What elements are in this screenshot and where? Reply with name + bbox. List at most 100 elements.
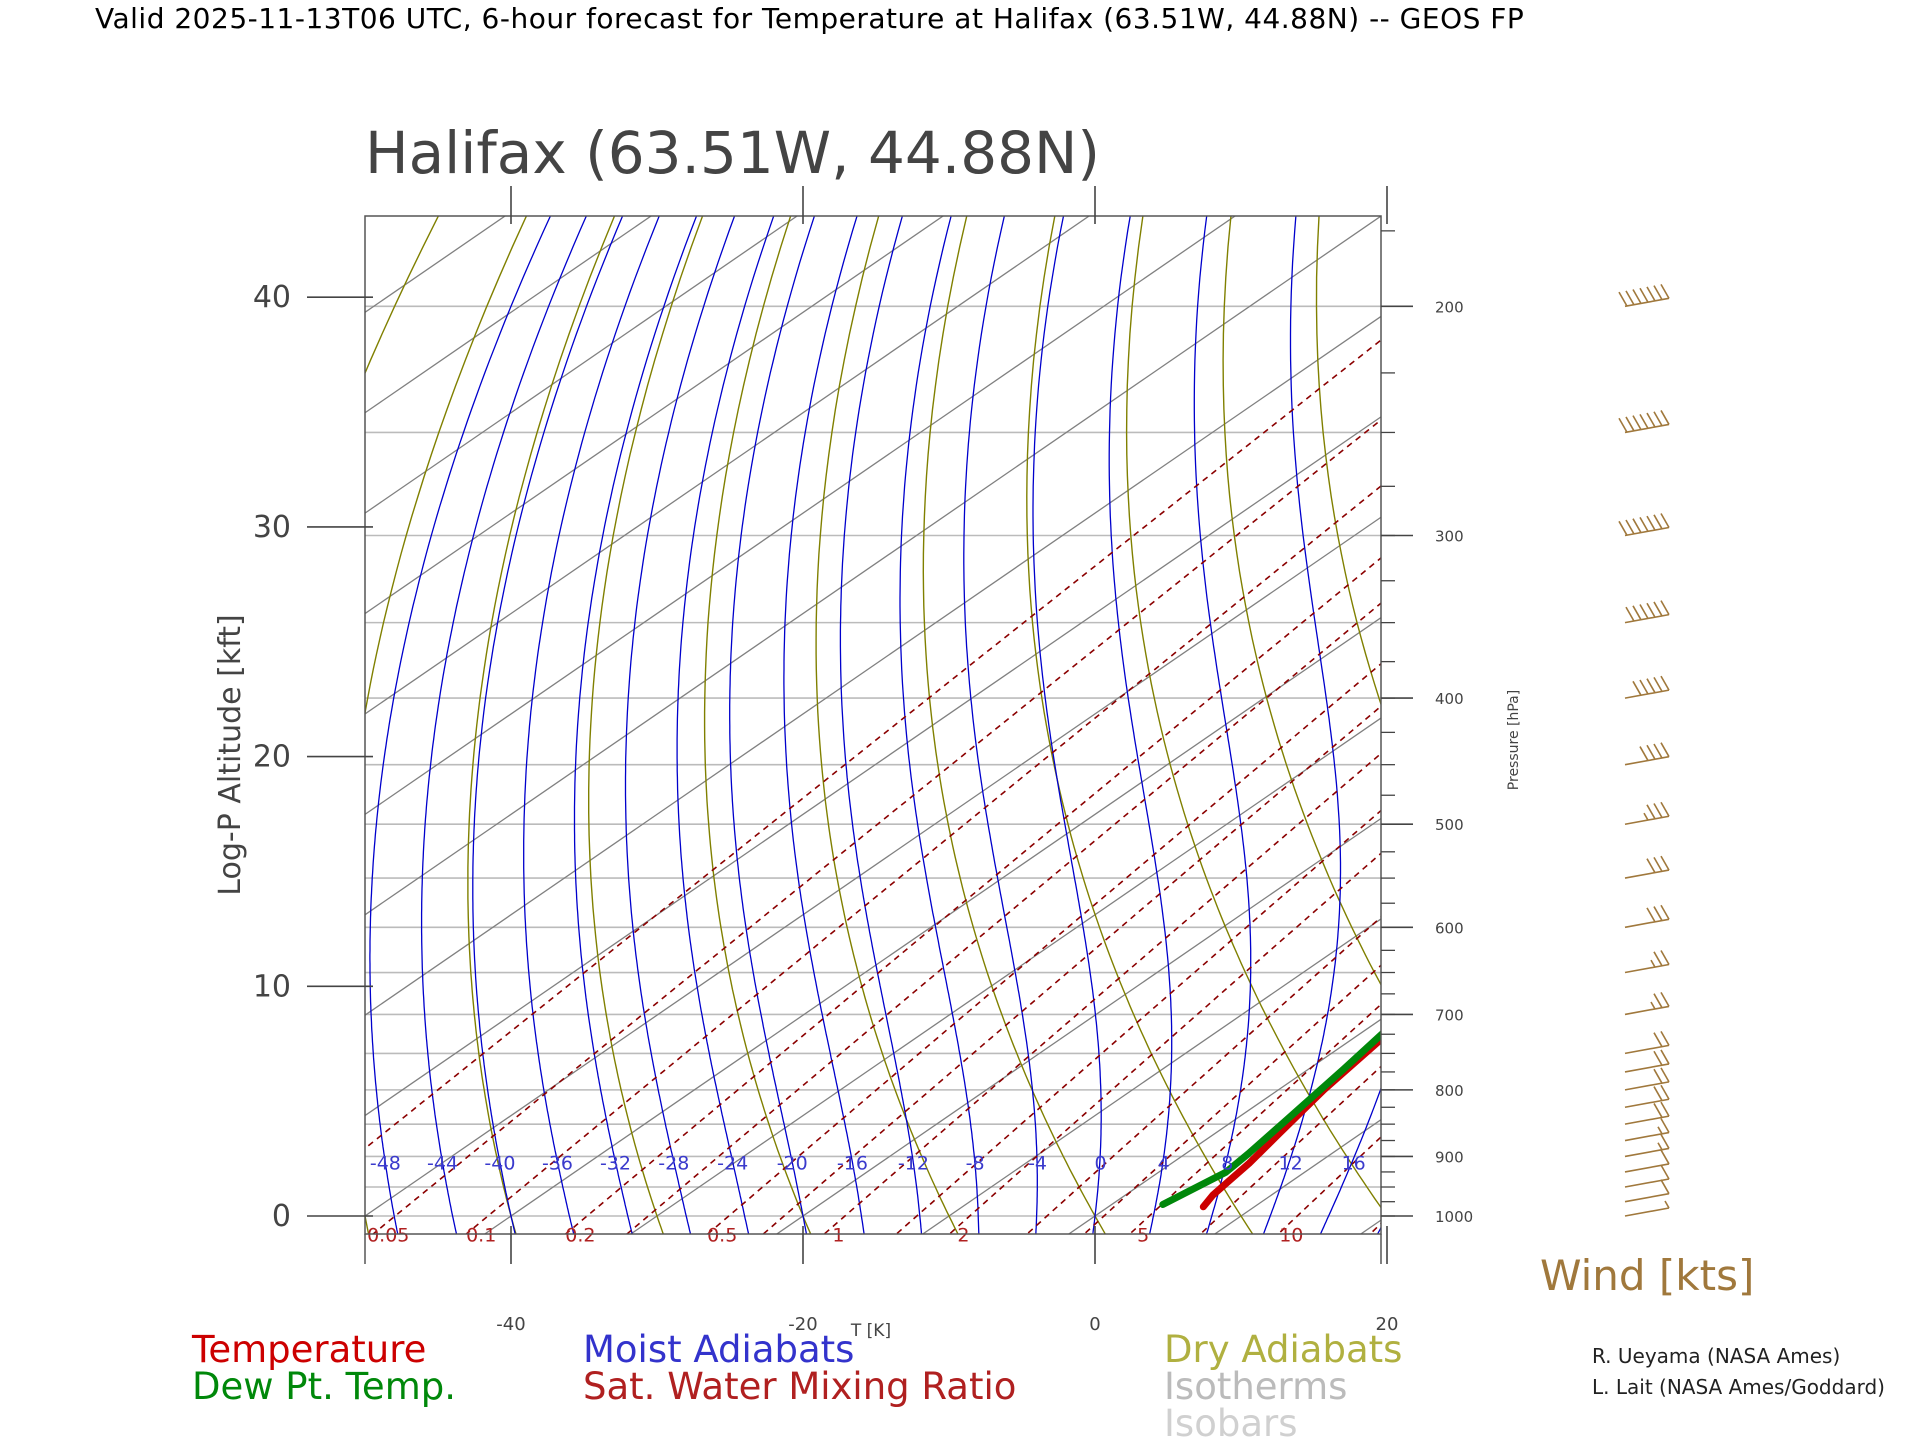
moist-adiabat-label: 4 (1158, 1152, 1170, 1174)
mixing-ratio-line (564, 556, 1381, 1234)
inner-labels: -48 -44 -40 -36 -32 -28 -24 -20 -16 -12 -8 -4 0 4 8 12 1… (367, 1152, 1366, 1246)
isotherm-line (1612, 159, 1920, 1262)
mixing-ratio-line (365, 339, 1381, 1150)
isotherm-line (629, 717, 1381, 1234)
y2-axis-label: Pressure [hPa] (1506, 690, 1522, 790)
wind-barb (1624, 1101, 1670, 1125)
y-tick-label: 30 (253, 510, 291, 545)
pressure-tick-label: 200 (1435, 298, 1464, 316)
y-tick-label: 40 (253, 280, 291, 315)
isotherm-line (1466, 159, 1920, 1262)
isotherm-line (483, 616, 1381, 1234)
header-title: Valid 2025-11-13T06 UTC, 6-hour forecast… (95, 2, 1525, 35)
wind-barb (1624, 1179, 1670, 1203)
temperature-profile-line (1199, 1035, 1381, 1211)
dry-adiabat-line (365, 216, 440, 375)
dry-adiabat-line (1835, 144, 1920, 1270)
pressure-tick-label: 300 (1435, 528, 1464, 546)
mixing-ratio-label: 1 (832, 1225, 844, 1247)
credit-line-1: R. Ueyama (NASA Ames) (1592, 1344, 1840, 1368)
pressure-tick-label: 800 (1435, 1082, 1464, 1100)
isotherm-line (365, 216, 799, 514)
pressure-tick-label: 900 (1435, 1148, 1464, 1166)
dry-adiabat-line (1026, 216, 1254, 1234)
legend-isobars: Isobars (1164, 1402, 1297, 1440)
moist-adiabat-label: 0 (1094, 1152, 1106, 1174)
moist-adiabat-label: -16 (837, 1152, 868, 1174)
isotherm-line (365, 416, 1381, 1117)
mixing-ratio-label: 10 (1279, 1225, 1303, 1247)
legend-dry-adiabats: Dry Adiabats (1164, 1328, 1402, 1371)
dry-adiabat-line (1125, 216, 1381, 1209)
mixing-ratio-line (1369, 1222, 1381, 1234)
credits: R. Ueyama (NASA Ames) L. Lait (NASA Ames… (1592, 1344, 1885, 1399)
wind-label: Wind [kts] (1540, 1251, 1754, 1300)
wind-barb (1624, 1200, 1670, 1217)
dry-adiabat-line (1407, 144, 1877, 1270)
mixing-ratio-label: 2 (957, 1225, 969, 1247)
dry-adiabat-line (467, 216, 616, 1234)
mixing-ratio-line (1083, 964, 1381, 1234)
mixing-ratio-label: 5 (1137, 1225, 1149, 1247)
isotherm-line (1758, 159, 1920, 1262)
dry-adiabat-line (588, 216, 704, 1234)
pressure-tick-label: 500 (1435, 816, 1464, 834)
legend: Temperature Dew Pt. Temp. Moist Adiabats… (191, 1328, 1402, 1440)
moist-adiabat-line (783, 216, 865, 1234)
mixing-ratio-label: 0.05 (367, 1225, 409, 1247)
isotherm-line (365, 315, 1381, 1016)
moist-adiabat-line (1032, 216, 1102, 1234)
wind-barb (1618, 513, 1670, 537)
legend-moist-adiabats: Moist Adiabats (583, 1328, 854, 1371)
mixing-ratio-line (464, 484, 1381, 1234)
moist-adiabat-line (1193, 216, 1252, 1234)
wind-barb (1618, 283, 1670, 308)
moist-adiabat-line (963, 216, 1038, 1234)
wind-barb (1624, 675, 1670, 699)
isotherm-line (1904, 159, 1920, 1262)
moist-adiabat-label: -24 (717, 1152, 748, 1174)
moist-adiabat-line (523, 216, 660, 1234)
moist-adiabat-line (1319, 1086, 1381, 1234)
moist-adiabat-label: 12 (1279, 1152, 1303, 1174)
dry-adiabat-line (365, 216, 528, 1234)
x-axis-label: T [K] (850, 1321, 891, 1341)
mixing-ratio-label: 0.5 (707, 1225, 737, 1247)
isotherm-line (365, 516, 1381, 1217)
pressure-tick-label: 600 (1435, 919, 1464, 937)
legend-dewpoint: Dew Pt. Temp. (192, 1365, 456, 1408)
moist-adiabat-line (729, 216, 816, 1234)
dry-adiabat-line (922, 216, 1107, 1234)
x-tick-label: 20 (1376, 1314, 1399, 1335)
background-lines (365, 144, 1920, 1270)
moist-adiabat-label: -48 (370, 1152, 401, 1174)
mixing-ratio-line (625, 602, 1381, 1234)
wind-barb (1624, 992, 1670, 1016)
isotherm-line (365, 216, 1091, 715)
moist-adiabat-line (839, 216, 923, 1234)
profiles (1159, 1030, 1381, 1211)
dry-adiabat-line (815, 216, 959, 1234)
moist-adiabat-line (573, 216, 698, 1234)
pressure-tick-label: 400 (1435, 690, 1464, 708)
wind-barb (1624, 855, 1670, 879)
moist-adiabat-line (1526, 144, 1920, 1270)
mixing-ratio-line (762, 705, 1381, 1234)
y-axis-label: Log-P Altitude [kft] (213, 614, 248, 895)
wind-barb (1624, 1084, 1670, 1109)
dry-adiabat-line (703, 216, 812, 1234)
mixing-ratio-line (1629, 144, 1920, 1270)
moist-adiabat-label: -40 (484, 1152, 515, 1174)
moist-adiabat-line (1639, 144, 1920, 1270)
moist-adiabat-label: -32 (600, 1152, 631, 1174)
x-tick-label: 0 (1089, 1314, 1100, 1335)
isotherm-line (1359, 1219, 1381, 1234)
mixing-ratio-label: 0.1 (466, 1225, 496, 1247)
mixing-ratio-line (1277, 1135, 1381, 1234)
moist-adiabat-label: -8 (966, 1152, 985, 1174)
pressure-tick-label: 700 (1435, 1006, 1464, 1024)
moist-adiabat-line (1582, 144, 1920, 1270)
wind-barb (1624, 1031, 1670, 1055)
